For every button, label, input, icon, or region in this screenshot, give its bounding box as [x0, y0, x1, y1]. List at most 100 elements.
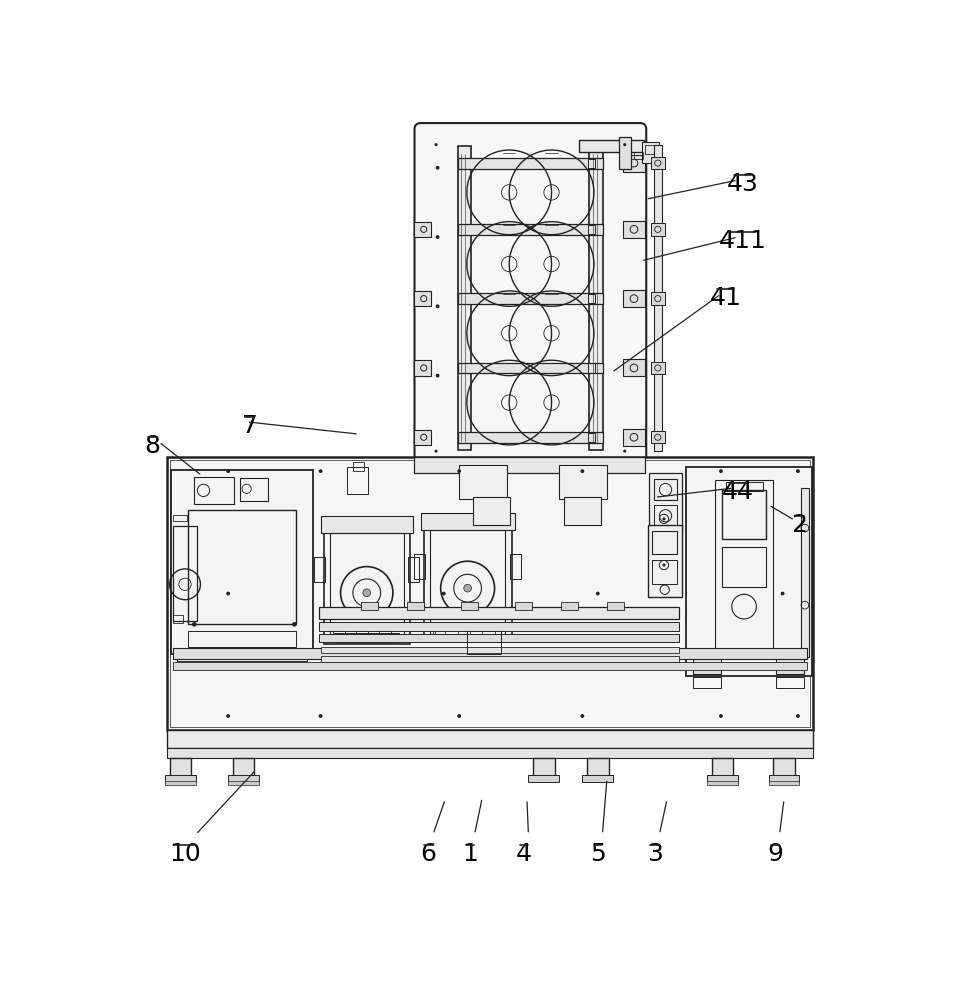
Bar: [458, 363, 603, 373]
Text: 41: 41: [709, 286, 742, 310]
Bar: [320, 516, 413, 533]
Bar: [315, 557, 325, 582]
Bar: [356, 631, 368, 641]
Bar: [228, 781, 259, 785]
Bar: [561, 602, 577, 610]
Text: 44: 44: [722, 480, 754, 504]
Bar: [651, 157, 664, 169]
Circle shape: [227, 469, 230, 473]
Bar: [320, 647, 680, 653]
Bar: [715, 480, 773, 656]
Bar: [433, 627, 445, 636]
Bar: [421, 513, 514, 530]
Bar: [693, 657, 721, 674]
Bar: [458, 432, 603, 443]
Text: 9: 9: [767, 842, 783, 866]
Bar: [707, 781, 738, 785]
Bar: [459, 465, 507, 499]
Bar: [458, 158, 603, 169]
Bar: [651, 431, 664, 443]
Circle shape: [580, 714, 584, 718]
Bar: [347, 466, 368, 494]
Bar: [319, 622, 680, 631]
Bar: [228, 774, 259, 782]
Bar: [510, 554, 521, 579]
Circle shape: [363, 589, 371, 597]
Circle shape: [227, 592, 230, 595]
Bar: [529, 774, 559, 782]
Circle shape: [457, 469, 461, 473]
Bar: [651, 362, 664, 374]
Circle shape: [663, 564, 665, 567]
Bar: [458, 224, 603, 235]
Circle shape: [663, 517, 665, 520]
Bar: [582, 774, 613, 782]
Bar: [169, 460, 811, 727]
Bar: [333, 631, 345, 641]
Bar: [461, 602, 478, 610]
Text: 4: 4: [516, 842, 532, 866]
Bar: [651, 223, 664, 236]
Bar: [652, 531, 677, 554]
Bar: [623, 359, 644, 376]
FancyBboxPatch shape: [415, 123, 646, 473]
Bar: [415, 457, 644, 473]
Bar: [607, 602, 624, 610]
Bar: [171, 470, 313, 654]
Circle shape: [435, 450, 438, 453]
Bar: [588, 158, 596, 168]
Bar: [654, 145, 662, 451]
Circle shape: [293, 622, 296, 627]
Bar: [711, 758, 733, 776]
Bar: [467, 631, 501, 654]
Circle shape: [436, 304, 440, 308]
Circle shape: [781, 592, 785, 595]
Text: 3: 3: [647, 842, 663, 866]
Bar: [654, 505, 677, 527]
Bar: [776, 677, 804, 688]
Circle shape: [436, 166, 440, 170]
Bar: [319, 607, 680, 619]
Bar: [435, 628, 501, 637]
Bar: [360, 602, 378, 610]
Bar: [589, 146, 603, 450]
Bar: [380, 631, 391, 641]
Circle shape: [227, 714, 230, 718]
Bar: [173, 515, 186, 521]
Bar: [166, 748, 814, 758]
Bar: [408, 557, 419, 582]
Text: 8: 8: [144, 434, 161, 458]
Bar: [415, 554, 425, 579]
Bar: [654, 479, 677, 500]
Bar: [415, 291, 431, 306]
Circle shape: [623, 143, 626, 146]
Circle shape: [719, 714, 723, 718]
Circle shape: [464, 584, 471, 592]
Bar: [232, 758, 254, 776]
Text: 10: 10: [169, 842, 201, 866]
Bar: [644, 145, 656, 154]
Circle shape: [436, 374, 440, 378]
Bar: [707, 774, 738, 782]
Text: 411: 411: [719, 229, 767, 253]
Circle shape: [192, 622, 197, 627]
Bar: [430, 530, 506, 636]
Bar: [623, 429, 644, 446]
Circle shape: [457, 714, 461, 718]
Bar: [241, 478, 269, 501]
Text: 1: 1: [462, 842, 478, 866]
Circle shape: [318, 469, 322, 473]
Text: 43: 43: [727, 172, 758, 196]
Bar: [415, 360, 431, 376]
Text: 6: 6: [421, 842, 436, 866]
Bar: [588, 225, 596, 234]
Bar: [514, 602, 532, 610]
Bar: [482, 627, 494, 636]
Bar: [623, 290, 644, 307]
Bar: [776, 657, 804, 674]
Bar: [693, 677, 721, 688]
Bar: [173, 615, 184, 623]
Circle shape: [442, 592, 445, 595]
Bar: [320, 656, 680, 662]
Bar: [165, 781, 196, 785]
